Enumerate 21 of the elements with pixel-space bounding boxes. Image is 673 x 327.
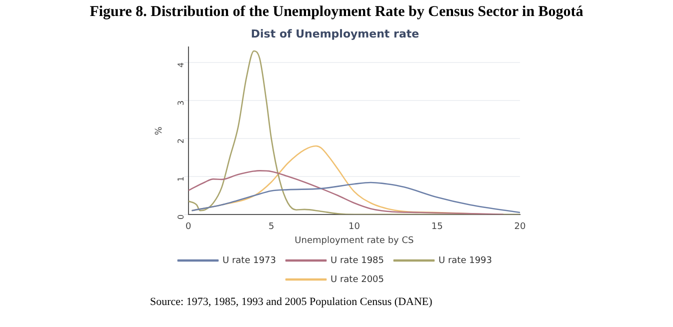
y-tick-label: 0 (176, 214, 186, 220)
x-tick-label: 5 (268, 222, 274, 232)
legend-label: U rate 1985 (330, 256, 384, 266)
y-tick-label: 3 (176, 100, 186, 106)
x-tick-label: 10 (348, 222, 360, 232)
y-tick-label: 2 (176, 138, 186, 144)
legend-label: U rate 1973 (222, 256, 276, 266)
source-note: Source: 1973, 1985, 1993 and 2005 Population Census (DANE) (150, 296, 432, 308)
x-tick-label: 15 (431, 222, 443, 232)
chart-subtitle: Dist of Unemployment rate (250, 27, 420, 40)
legend-label: U rate 2005 (330, 274, 384, 285)
x-tick-label: 20 (514, 222, 526, 232)
line-series (191, 182, 520, 214)
y-tick-label: 4 (176, 62, 186, 68)
y-axis-title: % (154, 126, 165, 136)
x-axis-title: Unemployment rate by CS (294, 236, 414, 246)
chart-title: Figure 8. Distribution of the Unemployment Rate by Census Sector in Bogotá (88, 4, 584, 21)
legend-label: U rate 1993 (438, 256, 492, 266)
x-tick-label: 0 (186, 222, 192, 232)
y-tick-label: 1 (176, 176, 186, 182)
line-series (188, 170, 504, 214)
